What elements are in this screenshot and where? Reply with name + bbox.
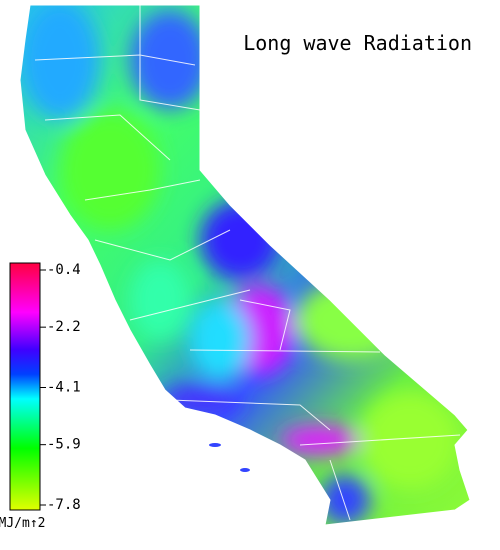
colorbar-unit: MJ/m↑2 bbox=[0, 516, 45, 531]
colorbar-tick-label: -0.4 bbox=[47, 262, 81, 278]
colorbar-tick-label: -7.8 bbox=[47, 497, 81, 513]
colorbar bbox=[9, 262, 41, 511]
colorbar-tick-label: -5.9 bbox=[47, 437, 81, 453]
colorbar-ticks: -0.4 -2.2 -4.1 -5.9 -7.8 bbox=[40, 262, 81, 513]
colorbar-tick-label: -4.1 bbox=[47, 380, 81, 396]
colorbar-tick-label: -2.2 bbox=[47, 319, 81, 335]
map-title: Long wave Radiation bbox=[243, 31, 472, 55]
